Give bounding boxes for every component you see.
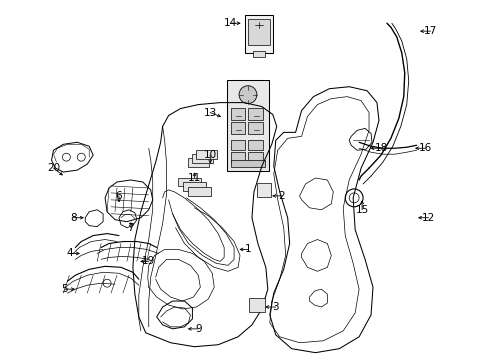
Text: 1: 1	[245, 244, 251, 255]
Text: 11: 11	[188, 173, 201, 183]
FancyBboxPatch shape	[188, 158, 209, 167]
Text: 3: 3	[272, 302, 279, 312]
Text: 9: 9	[195, 324, 202, 334]
Text: 4: 4	[66, 248, 73, 258]
Text: 12: 12	[422, 213, 435, 223]
FancyBboxPatch shape	[253, 51, 265, 57]
FancyBboxPatch shape	[248, 108, 263, 120]
FancyBboxPatch shape	[196, 150, 217, 159]
Text: 8: 8	[70, 213, 76, 223]
FancyBboxPatch shape	[231, 140, 245, 150]
Text: 17: 17	[424, 26, 437, 36]
FancyBboxPatch shape	[249, 298, 265, 312]
FancyBboxPatch shape	[231, 152, 245, 162]
Text: 13: 13	[204, 108, 217, 117]
FancyBboxPatch shape	[227, 80, 269, 171]
FancyBboxPatch shape	[248, 122, 263, 134]
FancyBboxPatch shape	[248, 19, 270, 45]
Text: 6: 6	[116, 191, 122, 201]
FancyBboxPatch shape	[245, 15, 273, 53]
Text: 5: 5	[61, 284, 68, 294]
FancyBboxPatch shape	[231, 160, 265, 167]
Text: 15: 15	[355, 205, 368, 215]
FancyBboxPatch shape	[231, 108, 245, 120]
Text: 16: 16	[419, 143, 432, 153]
Text: 18: 18	[374, 143, 388, 153]
FancyBboxPatch shape	[248, 140, 263, 150]
FancyBboxPatch shape	[192, 154, 213, 163]
Text: 2: 2	[278, 191, 285, 201]
FancyBboxPatch shape	[178, 177, 201, 186]
FancyBboxPatch shape	[257, 183, 271, 197]
FancyBboxPatch shape	[183, 183, 206, 192]
Text: 14: 14	[223, 18, 237, 28]
Text: 20: 20	[47, 163, 60, 173]
Text: 19: 19	[142, 256, 155, 266]
Text: 10: 10	[204, 150, 217, 160]
FancyBboxPatch shape	[231, 122, 245, 134]
FancyBboxPatch shape	[188, 188, 211, 196]
FancyBboxPatch shape	[248, 152, 263, 162]
Circle shape	[239, 86, 257, 104]
Text: 7: 7	[127, 222, 134, 233]
